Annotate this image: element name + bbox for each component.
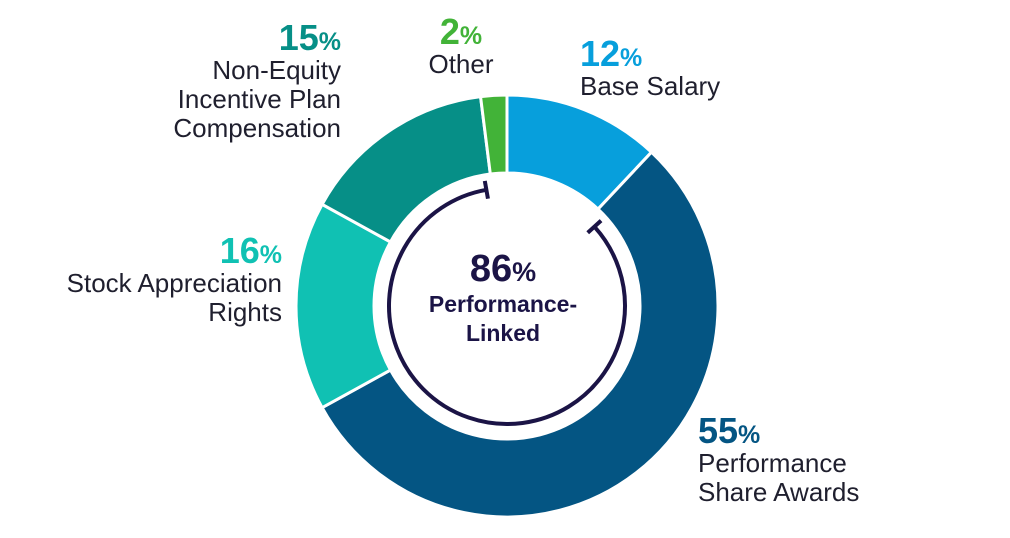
name-base-salary: Base Salary (580, 71, 721, 101)
label-non-equity-incentive-plan: 15% Non-Equity Incentive Plan Compensation (0, 20, 341, 143)
bracket-start-tick (586, 219, 603, 235)
value-non-equity-incentive-plan: 15% (278, 17, 341, 58)
value-other: 2% (439, 11, 483, 52)
donut-slices (294, 93, 720, 519)
center-label: 86% Performance- Linked (408, 248, 598, 347)
value-stock-appreciation-rights: 16% (219, 230, 282, 271)
name-stock-appreciation-rights: Stock Appreciation Rights (66, 268, 282, 328)
bracket-arc (387, 187, 627, 426)
label-other: 2% Other (396, 14, 526, 79)
center-label-line-1: Performance- (428, 290, 578, 317)
center-value: 86% (469, 248, 537, 290)
value-performance-share-awards: 55% (698, 410, 761, 451)
label-performance-share-awards: 55% Performance Share Awards (698, 413, 859, 507)
center-label-line-2: Linked (465, 319, 541, 346)
slice-other (478, 93, 509, 176)
value-base-salary: 12% (580, 33, 643, 74)
performance-linked-bracket (387, 180, 627, 426)
label-stock-appreciation-rights: 16% Stock Appreciation Rights (0, 233, 282, 327)
name-other: Other (428, 49, 494, 79)
label-base-salary: 12% Base Salary (580, 36, 720, 101)
name-performance-share-awards: Performance Share Awards (698, 448, 860, 508)
name-non-equity-incentive-plan: Non-Equity Incentive Plan Compensation (173, 55, 341, 144)
slice-performance-share-awards (320, 150, 720, 519)
bracket-end-tick (482, 180, 490, 200)
